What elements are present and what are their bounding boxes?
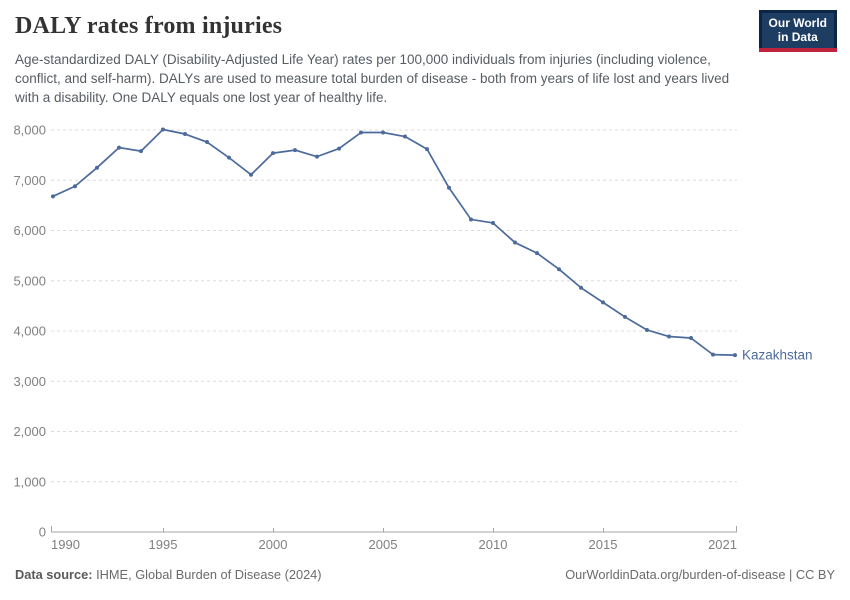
data-point[interactable] <box>689 336 693 341</box>
data-point[interactable] <box>117 145 121 150</box>
y-tick-label: 0 <box>39 525 46 540</box>
data-point[interactable] <box>161 127 165 132</box>
x-tick-label: 1990 <box>51 537 80 552</box>
plot-area[interactable] <box>51 116 737 532</box>
y-tick-label: 8,000 <box>13 123 46 138</box>
x-tick-label: 2010 <box>479 537 508 552</box>
data-point[interactable] <box>535 251 539 256</box>
data-point[interactable] <box>403 134 407 139</box>
footer-separator: | <box>785 567 796 582</box>
y-tick-label: 5,000 <box>13 273 46 288</box>
y-tick-label: 1,000 <box>13 474 46 489</box>
data-point[interactable] <box>381 130 385 135</box>
data-point[interactable] <box>95 165 99 170</box>
data-point[interactable] <box>337 146 341 151</box>
chart-subtitle: Age-standardized DALY (Disability-Adjust… <box>15 52 730 105</box>
data-point[interactable] <box>711 352 715 357</box>
footer-attribution: OurWorldinData.org/burden-of-disease | C… <box>565 567 835 582</box>
data-point[interactable] <box>271 151 275 156</box>
owid-logo: Our World in Data <box>758 10 837 48</box>
x-tick-label: 2000 <box>259 537 288 552</box>
data-point[interactable] <box>249 172 253 177</box>
data-point[interactable] <box>315 154 319 159</box>
y-tick-label: 2,000 <box>13 424 46 439</box>
y-tick-label: 6,000 <box>13 223 46 238</box>
data-point[interactable] <box>733 353 737 358</box>
data-point[interactable] <box>447 185 451 190</box>
y-tick-label: 4,000 <box>13 324 46 339</box>
data-source: Data source: IHME, Global Burden of Dise… <box>15 567 322 582</box>
data-point[interactable] <box>513 240 517 245</box>
data-point[interactable] <box>227 155 231 160</box>
data-point[interactable] <box>579 285 583 290</box>
data-point[interactable] <box>645 327 649 332</box>
x-tick-label: 1995 <box>149 537 178 552</box>
data-point[interactable] <box>183 132 187 137</box>
y-tick-label: 7,000 <box>13 173 46 188</box>
data-point[interactable] <box>359 130 363 135</box>
data-point[interactable] <box>469 217 473 222</box>
data-point[interactable] <box>425 147 429 152</box>
data-point[interactable] <box>491 220 495 225</box>
data-point[interactable] <box>601 300 605 305</box>
owid-link[interactable]: OurWorldinData.org/burden-of-disease <box>565 567 786 582</box>
data-source-value: IHME, Global Burden of Disease (2024) <box>92 567 322 582</box>
page-title: DALY rates from injuries <box>15 13 283 39</box>
x-tick-label: 2021 <box>708 537 737 552</box>
series-line <box>52 128 736 356</box>
x-tick-label: 2015 <box>589 537 618 552</box>
owid-logo-line2: in Data <box>777 30 818 44</box>
data-point[interactable] <box>51 194 55 199</box>
data-point[interactable] <box>293 148 297 153</box>
data-point[interactable] <box>73 184 77 189</box>
y-tick-label: 3,000 <box>13 374 46 389</box>
x-tick-label: 2005 <box>369 537 398 552</box>
license-label: CC BY <box>795 567 835 582</box>
data-source-label: Data source: <box>15 567 93 582</box>
data-point[interactable] <box>667 334 671 339</box>
series-end-label[interactable]: Kazakhstan <box>742 348 813 363</box>
data-point[interactable] <box>557 267 561 272</box>
data-point[interactable] <box>205 140 209 145</box>
data-point[interactable] <box>623 314 627 319</box>
data-point[interactable] <box>139 149 143 154</box>
owid-logo-line1: Our World <box>768 16 827 30</box>
